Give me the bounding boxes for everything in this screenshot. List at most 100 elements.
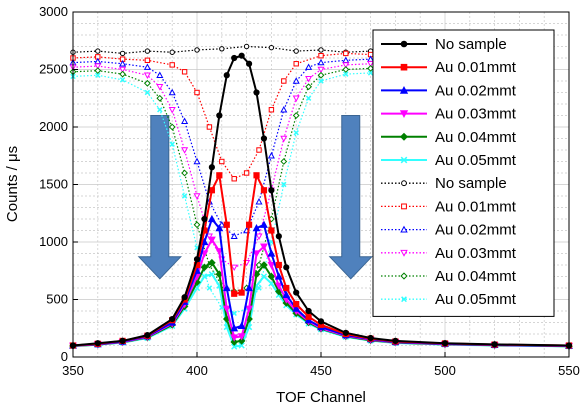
data-point — [208, 271, 216, 278]
data-point — [208, 164, 215, 171]
data-point — [293, 61, 299, 67]
data-point — [260, 187, 268, 194]
data-point — [95, 48, 101, 54]
data-point — [342, 62, 350, 69]
legend: No sample Au 0.01mmt Au 0.02mmt Au 0.03mmt A… — [372, 29, 555, 317]
data-point — [230, 338, 239, 346]
data-point — [305, 76, 313, 83]
data-point — [143, 72, 151, 79]
data-point — [243, 43, 250, 50]
data-point — [401, 296, 407, 303]
data-point — [231, 343, 238, 350]
data-point — [215, 224, 224, 232]
data-point — [144, 89, 151, 96]
data-point — [181, 69, 188, 75]
data-point — [231, 176, 237, 182]
data-point — [169, 141, 175, 147]
data-point — [400, 249, 408, 257]
data-point — [255, 261, 263, 269]
data-point — [293, 301, 300, 308]
data-point — [267, 249, 276, 257]
data-point — [252, 224, 261, 232]
data-point — [95, 72, 101, 78]
data-point — [168, 88, 176, 96]
data-point — [255, 198, 263, 205]
down-arrow — [137, 115, 182, 280]
data-point — [156, 71, 164, 78]
data-point — [267, 261, 276, 270]
legend-label: Au 0.02mmt — [435, 222, 517, 239]
data-point — [293, 130, 299, 136]
data-point — [238, 289, 245, 296]
legend-label: Au 0.01mmt — [435, 59, 517, 76]
data-point — [252, 250, 261, 258]
data-point — [208, 258, 216, 267]
data-point — [94, 63, 102, 70]
data-point — [169, 49, 175, 55]
data-point — [245, 60, 253, 67]
data-point — [401, 180, 407, 187]
data-point — [292, 77, 300, 84]
data-point — [231, 310, 237, 317]
data-point — [305, 95, 312, 101]
data-point — [281, 181, 287, 188]
data-point — [222, 283, 231, 292]
y-tick-label: 3000 — [39, 4, 68, 19]
data-point — [168, 107, 176, 114]
data-point — [219, 46, 225, 52]
legend-label: Au 0.03mmt — [435, 245, 517, 262]
data-point — [231, 290, 238, 297]
data-point — [193, 256, 201, 263]
data-point — [201, 273, 208, 280]
data-point — [119, 337, 126, 344]
data-point — [169, 62, 175, 68]
data-point — [283, 264, 290, 271]
data-point — [275, 261, 282, 269]
data-point — [280, 158, 288, 165]
data-point — [260, 261, 268, 269]
data-point — [205, 233, 213, 240]
y-axis-ticks: 0 500 1000 1500 2000 2500 3000 — [39, 4, 78, 364]
data-point — [260, 273, 268, 280]
x-tick-label: 500 — [434, 363, 456, 378]
data-point — [216, 172, 223, 179]
data-point — [206, 124, 213, 130]
y-axis-label: Counts / μs — [4, 146, 21, 222]
data-point — [207, 236, 216, 244]
data-point — [194, 89, 200, 96]
data-point — [193, 157, 201, 165]
data-point — [201, 215, 208, 223]
data-point — [305, 313, 312, 320]
data-point — [181, 169, 189, 177]
data-point — [293, 289, 300, 296]
data-point — [317, 318, 325, 325]
data-point — [237, 337, 246, 345]
data-point — [144, 332, 151, 339]
data-point — [143, 79, 151, 87]
x-tick-label: 350 — [62, 363, 84, 378]
data-point — [245, 221, 253, 228]
data-point — [400, 272, 408, 280]
data-point — [255, 233, 263, 240]
legend-box — [372, 29, 555, 317]
x-tick-label: 400 — [186, 363, 208, 378]
data-point — [304, 316, 313, 324]
data-point — [144, 57, 151, 63]
data-point — [260, 220, 268, 228]
data-point — [231, 54, 238, 62]
data-point — [317, 66, 325, 74]
down-arrow — [328, 115, 373, 280]
data-point — [253, 89, 260, 96]
data-point — [238, 342, 245, 349]
legend-label: Au 0.01mmt — [435, 198, 517, 215]
data-point — [400, 63, 408, 71]
data-point — [275, 233, 282, 240]
data-point — [260, 135, 268, 142]
x-tick-label: 550 — [558, 363, 580, 378]
data-point — [268, 187, 275, 194]
data-point — [219, 158, 225, 165]
y-tick-label: 2500 — [39, 62, 68, 77]
legend-label: Au 0.03mmt — [435, 106, 517, 123]
data-point — [400, 225, 408, 233]
legend-label: No sample — [435, 175, 507, 192]
